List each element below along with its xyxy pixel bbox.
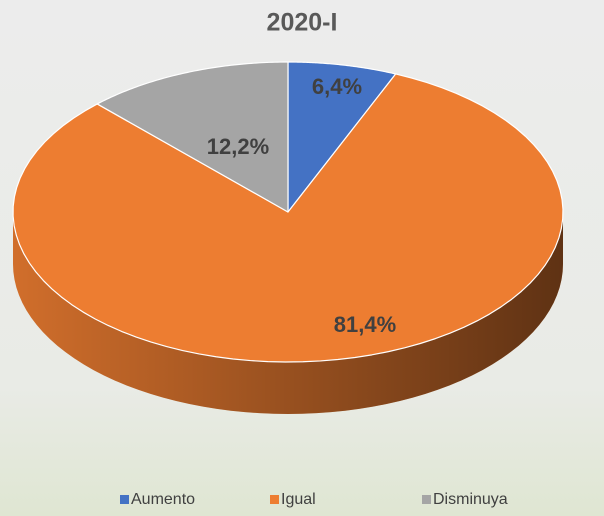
pie-slice (96, 61, 289, 213)
pie-side-shade (13, 212, 563, 414)
legend-swatch (422, 495, 431, 504)
chart-title: 2020-I (267, 9, 338, 37)
data-label: 12,2% (207, 134, 269, 159)
legend-label: Disminuya (433, 491, 508, 508)
pie (12, 61, 564, 414)
data-label: 81,4% (334, 312, 396, 337)
pie-slice (12, 73, 564, 363)
data-labels: 6,4% 81,4% 12,2% (207, 74, 396, 337)
legend-swatch (270, 495, 279, 504)
legend: Aumento Igual Disminuya (120, 491, 508, 508)
legend-swatch (120, 495, 129, 504)
data-label: 6,4% (312, 74, 362, 99)
legend-label: Aumento (131, 491, 195, 508)
pie-slice (287, 61, 397, 213)
legend-label: Igual (281, 491, 316, 508)
